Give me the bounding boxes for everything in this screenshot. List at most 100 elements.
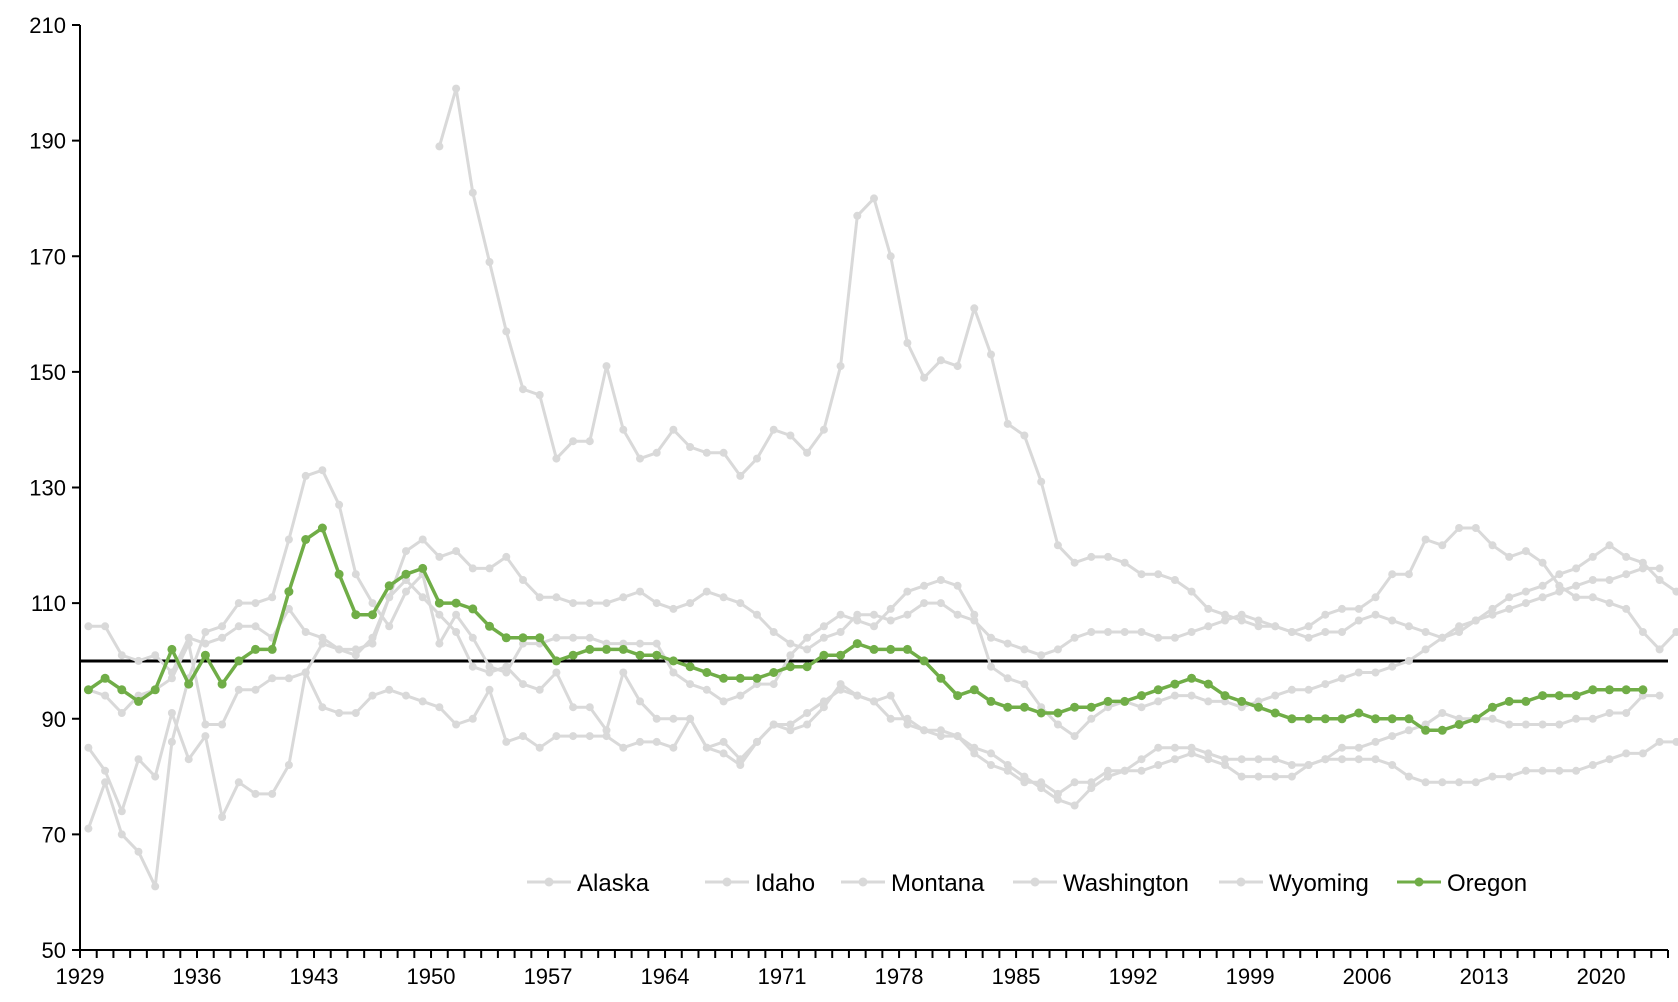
data-point bbox=[987, 633, 995, 642]
data-point bbox=[920, 373, 929, 382]
data-point bbox=[519, 576, 527, 584]
data-point bbox=[1471, 714, 1481, 724]
data-point bbox=[1187, 691, 1196, 700]
data-point bbox=[786, 726, 795, 735]
x-tick-label: 1929 bbox=[56, 964, 105, 989]
data-point bbox=[585, 437, 594, 446]
data-point bbox=[1037, 784, 1046, 793]
data-point bbox=[1170, 576, 1179, 584]
data-point bbox=[1455, 778, 1464, 787]
data-point bbox=[535, 593, 544, 602]
data-point bbox=[903, 339, 912, 347]
data-point bbox=[1237, 696, 1247, 706]
data-point bbox=[1504, 696, 1514, 706]
data-point bbox=[1003, 761, 1012, 769]
data-point bbox=[1371, 593, 1380, 602]
data-point bbox=[903, 587, 912, 596]
data-point bbox=[1588, 714, 1597, 723]
data-point bbox=[1321, 628, 1330, 636]
data-point bbox=[1555, 570, 1564, 579]
data-point bbox=[753, 610, 761, 619]
legend-marker bbox=[544, 877, 554, 887]
data-point bbox=[585, 633, 594, 642]
data-point bbox=[752, 673, 762, 683]
data-point bbox=[485, 564, 494, 573]
data-point bbox=[853, 610, 862, 619]
data-point bbox=[1120, 766, 1129, 775]
data-point bbox=[1087, 784, 1096, 793]
data-point bbox=[987, 350, 995, 359]
x-tick-label: 1943 bbox=[290, 964, 339, 989]
series-oregon bbox=[83, 523, 1648, 735]
data-point bbox=[1221, 761, 1229, 769]
data-point bbox=[1521, 547, 1530, 556]
data-point bbox=[1271, 691, 1280, 700]
data-point bbox=[201, 628, 210, 636]
data-point bbox=[1387, 714, 1397, 724]
data-point bbox=[502, 552, 511, 561]
data-point bbox=[1338, 604, 1346, 613]
x-tick-label: 1957 bbox=[524, 964, 573, 989]
data-point bbox=[1388, 662, 1397, 671]
data-point bbox=[1254, 622, 1263, 631]
data-point bbox=[853, 691, 862, 700]
y-tick-label: 130 bbox=[29, 476, 66, 501]
data-point bbox=[1538, 593, 1547, 602]
x-axis-ticks: 1929 1936 1943 1950 1957 1964 1971 1978 1985 1992… bbox=[56, 950, 1669, 989]
data-point bbox=[836, 650, 846, 660]
data-point bbox=[1672, 737, 1678, 746]
data-point bbox=[1354, 708, 1364, 718]
data-point bbox=[702, 668, 712, 677]
data-point bbox=[284, 674, 293, 683]
data-point bbox=[84, 622, 93, 631]
data-point bbox=[686, 680, 695, 689]
data-point bbox=[1237, 616, 1246, 625]
x-tick-label: 2006 bbox=[1343, 964, 1392, 989]
data-point bbox=[1371, 610, 1380, 619]
data-point bbox=[1254, 772, 1263, 781]
data-point bbox=[418, 535, 427, 544]
x-tick-label: 1964 bbox=[641, 964, 690, 989]
data-point bbox=[568, 650, 578, 660]
data-point bbox=[402, 547, 410, 556]
data-point bbox=[669, 743, 678, 752]
data-point bbox=[836, 680, 845, 689]
data-point bbox=[184, 633, 193, 642]
data-point bbox=[619, 668, 628, 677]
data-point bbox=[1237, 610, 1246, 619]
data-point bbox=[535, 685, 544, 694]
data-point bbox=[1137, 570, 1146, 579]
data-point bbox=[1020, 778, 1029, 787]
data-point bbox=[936, 726, 945, 735]
data-point bbox=[1204, 749, 1213, 758]
data-point bbox=[1371, 668, 1380, 677]
data-point bbox=[351, 610, 361, 620]
data-point bbox=[1087, 552, 1096, 561]
data-point bbox=[468, 188, 477, 197]
data-point bbox=[1488, 541, 1497, 550]
data-point bbox=[518, 633, 528, 643]
data-point bbox=[652, 448, 661, 457]
data-point bbox=[1488, 610, 1497, 619]
legend-marker bbox=[1236, 877, 1246, 887]
data-point bbox=[385, 622, 394, 631]
data-point bbox=[117, 807, 126, 816]
data-point bbox=[1622, 749, 1631, 758]
data-point bbox=[953, 581, 962, 590]
y-tick-label: 90 bbox=[42, 707, 66, 732]
data-point bbox=[669, 714, 678, 723]
data-point bbox=[167, 737, 176, 746]
data-point bbox=[785, 662, 795, 672]
data-point bbox=[686, 443, 695, 451]
y-tick-label: 110 bbox=[31, 591, 66, 616]
data-point bbox=[1037, 477, 1046, 486]
data-point bbox=[1037, 651, 1046, 660]
data-point bbox=[284, 535, 293, 544]
data-point bbox=[1421, 725, 1431, 735]
data-point bbox=[251, 644, 260, 654]
data-point bbox=[1053, 720, 1062, 729]
data-point bbox=[1053, 789, 1062, 798]
data-point bbox=[1338, 628, 1346, 636]
data-point bbox=[1404, 772, 1413, 781]
data-point bbox=[1053, 645, 1062, 654]
